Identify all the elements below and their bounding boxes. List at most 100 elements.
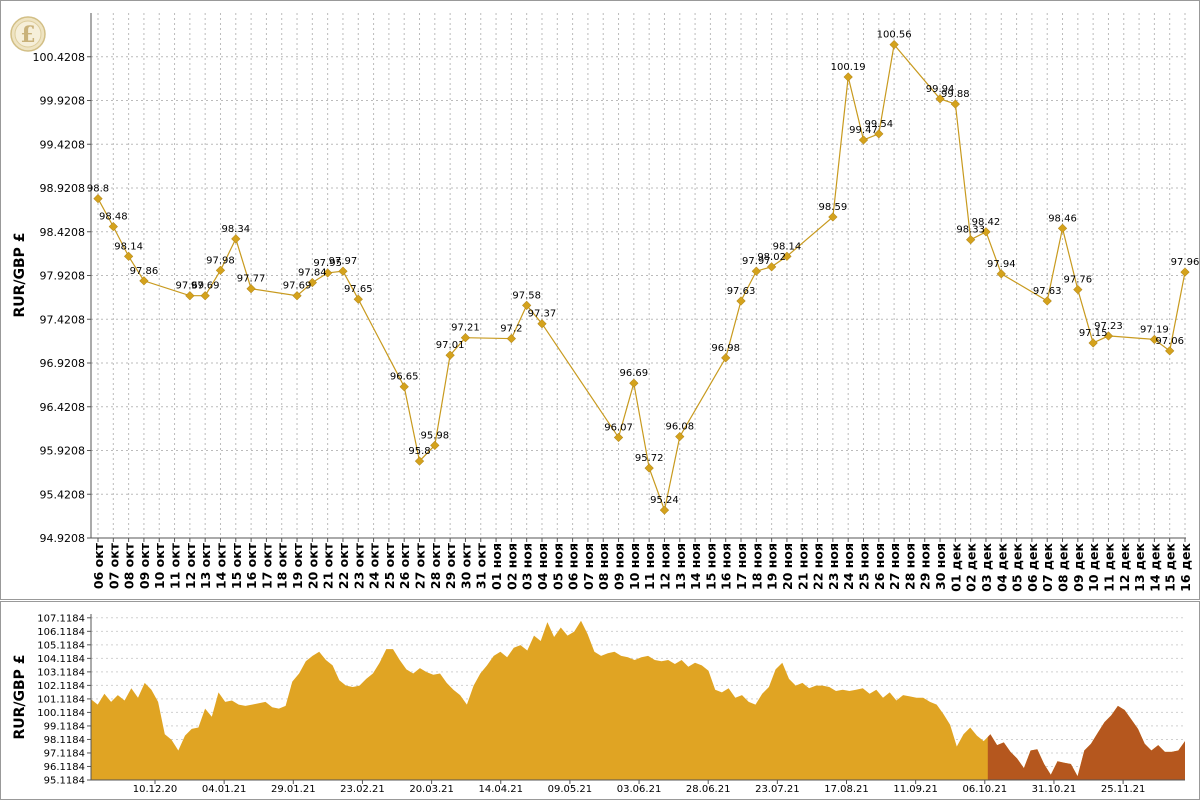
y-tick-label: 101.1184 [37, 694, 85, 705]
data-point [1180, 267, 1190, 277]
x-tick-label: 31 окт [474, 542, 489, 589]
x-tick-label: 04 дек [994, 542, 1009, 591]
data-point [124, 251, 134, 261]
x-tick-label: 11.09.21 [893, 784, 938, 795]
x-tick-label: 06 ноя [566, 543, 581, 590]
x-tick-label: 12 ноя [657, 543, 672, 590]
data-point [828, 212, 838, 222]
data-label: 97.69 [176, 281, 205, 292]
data-label: 96.07 [604, 422, 633, 433]
data-label: 97.65 [344, 284, 373, 295]
x-tick-label: 23 окт [351, 542, 366, 589]
main-x-tick-labels: 06 окт 07 окт 08 окт 09 окт 10 окт 11 окт 12 о… [91, 538, 1193, 592]
x-tick-label: 29 ноя [918, 543, 933, 590]
x-tick-label: 22 ноя [811, 543, 826, 590]
data-point [537, 319, 547, 329]
data-point [108, 221, 118, 232]
overview-selected-area [987, 705, 1185, 780]
data-point [231, 234, 241, 244]
x-tick-label: 08 дек [1056, 542, 1071, 591]
data-label: 97.37 [528, 309, 557, 320]
overview-y-tick-labels: 95.1184 96.1184 97.1184 98.1184 99.1184 100.1… [37, 613, 91, 787]
data-label: 95.72 [635, 453, 664, 464]
data-point [414, 456, 425, 466]
data-point [874, 129, 884, 139]
data-label: 99.94 [926, 84, 955, 95]
x-tick-label: 09 ноя [612, 543, 627, 590]
y-tick-label: 96.1184 [44, 762, 85, 773]
data-label: 97.76 [1064, 275, 1093, 286]
data-label: 95.24 [650, 495, 679, 506]
x-tick-label: 20 окт [305, 542, 320, 589]
data-point [751, 266, 761, 276]
y-tick-label: 103.1184 [37, 667, 85, 678]
y-tick-label: 96.9208 [40, 357, 86, 370]
x-tick-label: 17 ноя [734, 543, 749, 590]
data-point [1165, 346, 1175, 356]
y-tick-label: 105.1184 [37, 640, 85, 651]
y-tick-label: 100.4208 [33, 51, 86, 64]
data-point [1042, 296, 1052, 306]
main-y-axis-label: RUR/GBP £ [12, 232, 28, 317]
x-tick-label: 25.11.21 [1101, 784, 1146, 795]
data-label: 97.69 [283, 281, 312, 292]
x-tick-label: 25 ноя [856, 543, 871, 590]
main-series [93, 39, 1190, 515]
x-tick-label: 24 окт [367, 542, 382, 589]
x-tick-label: 09 дек [1071, 542, 1086, 591]
y-tick-label: 100.1184 [37, 708, 85, 719]
data-point [200, 291, 210, 301]
data-label: 97.97 [329, 256, 358, 267]
data-point [93, 193, 103, 204]
y-tick-label: 99.4208 [40, 138, 86, 151]
x-tick-label: 11 дек [1101, 542, 1116, 591]
data-point [858, 135, 869, 145]
data-point [767, 262, 777, 272]
data-point [215, 265, 226, 275]
data-label: 100.56 [877, 30, 912, 41]
data-point [338, 266, 348, 276]
x-tick-label: 27 ноя [887, 543, 902, 590]
x-tick-label: 16 окт [244, 542, 259, 589]
x-tick-label: 27 окт [413, 542, 428, 589]
y-tick-label: 99.1184 [44, 721, 85, 732]
x-tick-label: 02 ноя [504, 543, 519, 590]
data-point [430, 440, 440, 450]
x-tick-label: 29.01.21 [271, 784, 316, 795]
data-point [246, 284, 256, 294]
data-label: 98.14 [114, 241, 143, 252]
x-tick-label: 18 окт [275, 542, 290, 589]
x-tick-label: 13 окт [198, 542, 213, 589]
data-point [353, 294, 363, 304]
x-tick-label: 20.03.21 [409, 784, 454, 795]
x-tick-label: 15 ноя [703, 543, 718, 590]
data-point [1057, 223, 1068, 233]
x-tick-label: 10.12.20 [133, 784, 178, 795]
y-tick-label: 96.4208 [40, 401, 86, 414]
data-label: 97.94 [987, 259, 1016, 270]
data-label: 98.34 [221, 224, 250, 235]
data-label: 97.98 [206, 255, 235, 266]
data-point [1149, 334, 1159, 345]
x-tick-label: 30 ноя [933, 543, 948, 590]
x-tick-label: 04.01.21 [202, 784, 247, 795]
data-label: 97.2 [500, 324, 522, 335]
data-point [675, 431, 685, 442]
data-point [399, 382, 409, 392]
y-tick-label: 99.9208 [40, 95, 86, 108]
pound-coin-icon: £ [10, 16, 46, 52]
x-tick-label: 01 ноя [489, 543, 504, 590]
x-tick-label: 28.06.21 [686, 784, 731, 795]
data-label: 99.54 [864, 119, 893, 130]
data-point [736, 296, 746, 306]
data-label: 98.42 [972, 217, 1001, 228]
data-point [1088, 338, 1098, 348]
x-tick-label: 04 ноя [535, 543, 550, 590]
data-label: 97.01 [436, 340, 465, 351]
overview-area-chart[interactable]: 95.1184 96.1184 97.1184 98.1184 99.1184 100.1… [0, 600, 1200, 800]
x-tick-label: 06 окт [91, 542, 106, 589]
overview-x-tick-labels: 10.12.20 04.01.21 29.01.21 23.02.21 20.03.21… [133, 780, 1146, 795]
svg-text:£: £ [20, 22, 35, 48]
x-tick-label: 07 окт [106, 542, 121, 589]
data-label: 98.48 [99, 212, 128, 223]
